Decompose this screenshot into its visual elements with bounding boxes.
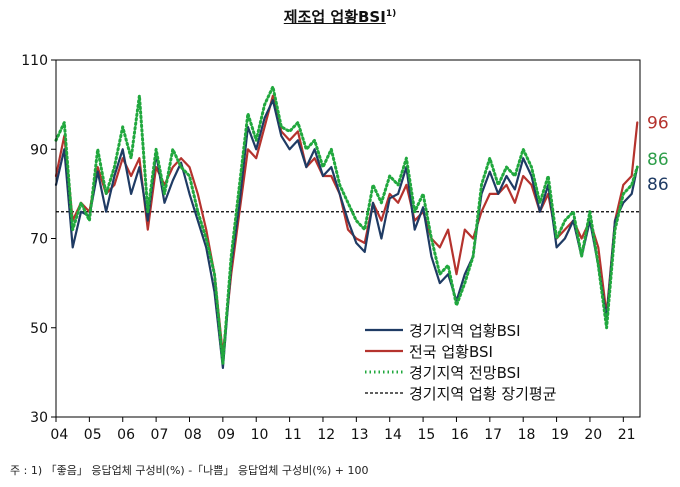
x-tick-label: 17 bbox=[484, 427, 502, 443]
y-tick-label: 50 bbox=[30, 321, 48, 337]
end-label-2: 86 bbox=[647, 175, 669, 195]
series-line-2 bbox=[54, 85, 639, 365]
legend-label-0: 경기지역 업황BSI bbox=[409, 322, 521, 340]
legend-label-2: 경기지역 전망BSI bbox=[409, 364, 521, 382]
x-tick-label: 18 bbox=[518, 427, 536, 443]
x-tick-label: 20 bbox=[584, 427, 602, 443]
y-tick-label: 30 bbox=[30, 410, 48, 426]
end-label-1: 86 bbox=[647, 150, 669, 170]
x-tick-label: 12 bbox=[317, 427, 335, 443]
x-tick-label: 14 bbox=[384, 427, 402, 443]
legend: 경기지역 업황BSI 전국 업황BSI 경기지역 전망BSI 경기지역 업황 장기평균 bbox=[365, 322, 557, 403]
x-tick-label: 15 bbox=[418, 427, 436, 443]
plot-frame bbox=[55, 59, 641, 418]
x-tick-label: 10 bbox=[251, 427, 269, 443]
x-tick-label: 19 bbox=[551, 427, 569, 443]
x-tick-label: 06 bbox=[117, 427, 135, 443]
bsi-line-chart: 30 50 70 90 110 04 05 06 07 08 09 10 11 12 13 14 15 16 17 1… bbox=[21, 53, 669, 443]
x-tick-label: 11 bbox=[284, 427, 302, 443]
chart-title-superscript: 1) bbox=[385, 9, 397, 19]
x-tick-label: 04 bbox=[50, 427, 68, 443]
x-tick-label: 05 bbox=[84, 427, 102, 443]
series-layer bbox=[54, 85, 639, 369]
end-label-layer: 96 86 86 bbox=[647, 113, 669, 195]
x-tick-label: 21 bbox=[618, 427, 636, 443]
x-tick-label: 08 bbox=[184, 427, 202, 443]
x-tick-label: 09 bbox=[217, 427, 235, 443]
chart-title-text: 제조업 업황BSI bbox=[283, 8, 386, 26]
chart-title: 제조업 업황BSI1) bbox=[0, 6, 680, 27]
legend-label-1: 전국 업황BSI bbox=[409, 343, 493, 361]
axis-layer: 30 50 70 90 110 04 05 06 07 08 09 10 11 12 13 14 15 16 17 1… bbox=[21, 53, 641, 443]
end-label-0: 96 bbox=[647, 113, 669, 133]
legend-label-3: 경기지역 업황 장기평균 bbox=[409, 385, 557, 403]
y-tick-label: 90 bbox=[30, 142, 48, 158]
y-tick-label: 70 bbox=[30, 232, 48, 248]
x-tick-label: 13 bbox=[351, 427, 369, 443]
y-tick-label: 110 bbox=[21, 53, 48, 69]
x-tick-label: 07 bbox=[151, 427, 169, 443]
footnote: 주 : 1) 「좋음」 응답업체 구성비(%) -「나쁨」 응답업체 구성비(%… bbox=[10, 464, 369, 477]
x-tick-label: 16 bbox=[451, 427, 469, 443]
